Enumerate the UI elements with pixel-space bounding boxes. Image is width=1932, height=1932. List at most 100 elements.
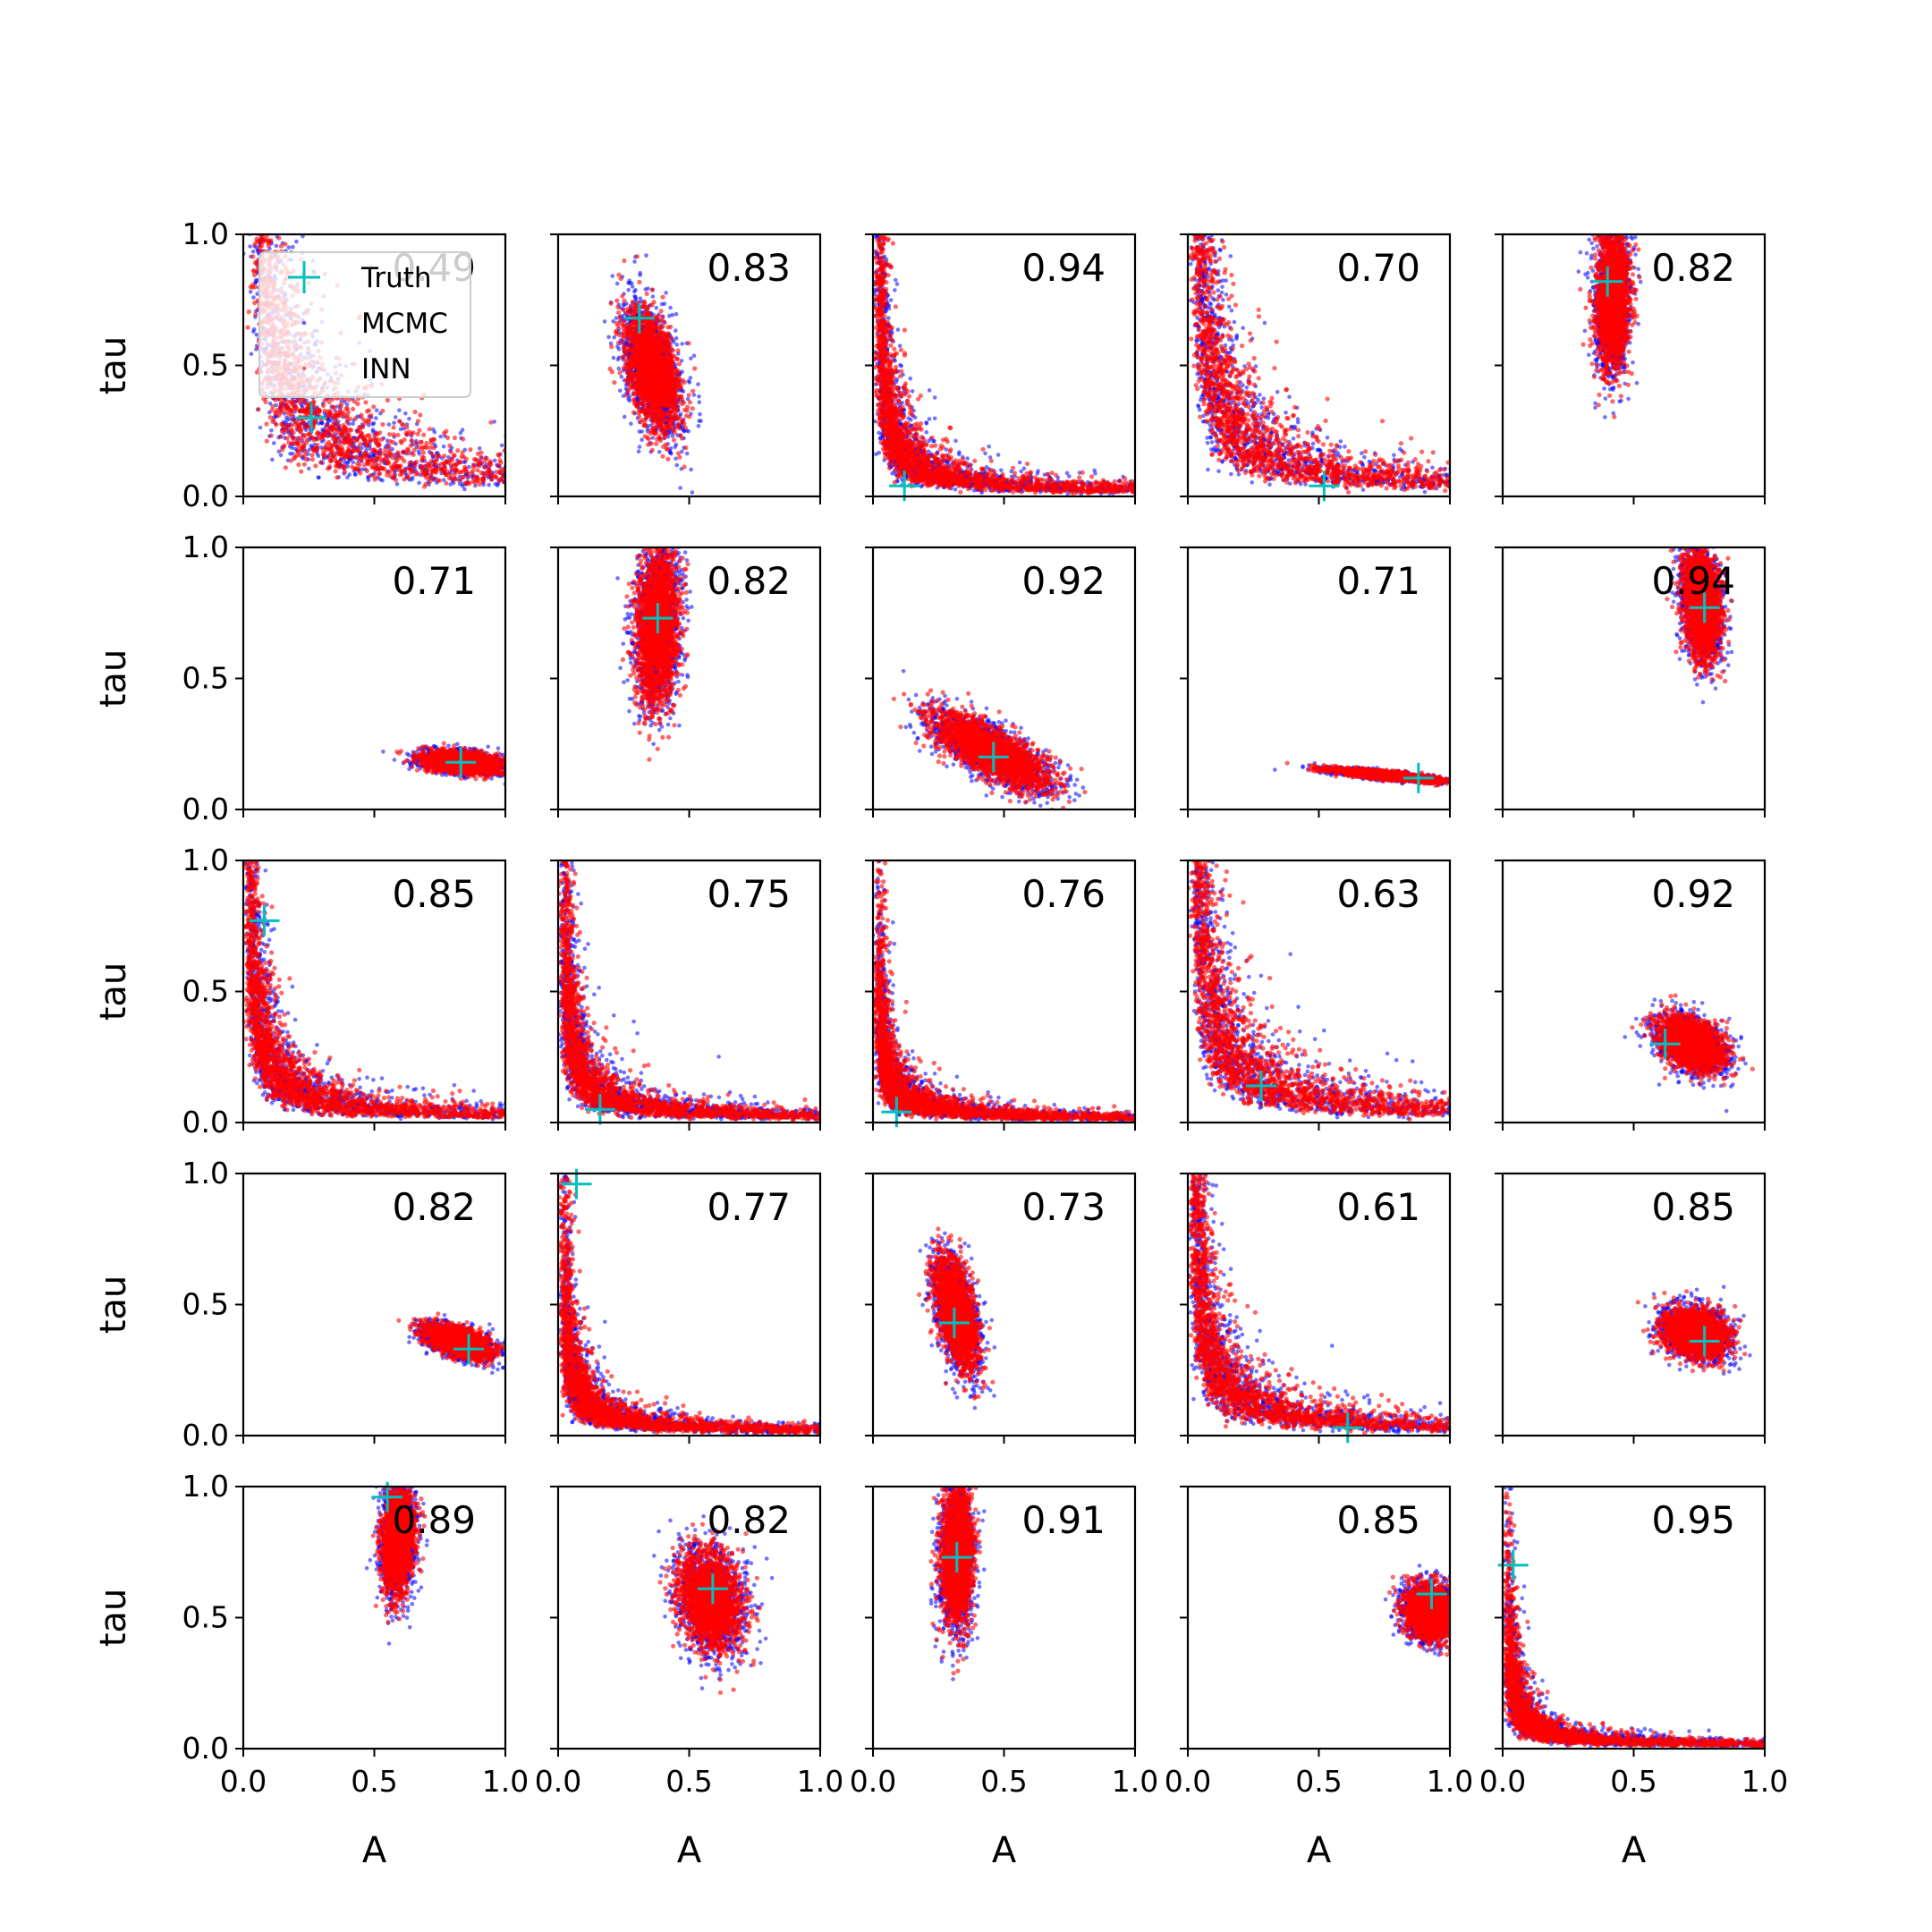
mcmc-point: [403, 411, 408, 416]
mcmc-point: [674, 343, 679, 347]
inn-point: [359, 458, 363, 462]
mcmc-point: [644, 253, 648, 258]
inn-point: [461, 450, 465, 454]
inn-point: [458, 470, 462, 474]
mcmc-point: [448, 482, 453, 487]
mcmc-point: [664, 291, 668, 295]
inn-point: [343, 425, 348, 429]
inn-point: [399, 439, 403, 444]
inn-point: [457, 478, 462, 482]
inn-point: [341, 411, 345, 415]
mcmc-point: [251, 295, 256, 300]
inn-point: [660, 314, 665, 318]
inn-point: [496, 463, 501, 468]
inn-point: [286, 423, 291, 428]
inn-point: [395, 433, 400, 437]
inn-point: [442, 453, 446, 458]
mcmc-point: [248, 244, 252, 249]
inn-point: [345, 420, 350, 425]
inn-point: [453, 436, 457, 440]
inn-point: [310, 457, 315, 462]
inn-point: [409, 444, 413, 448]
mcmc-point: [251, 250, 256, 254]
inn-point: [426, 462, 430, 466]
inn-point: [358, 442, 362, 446]
inn-point: [416, 432, 420, 436]
inn-point: [304, 407, 309, 411]
inn-point: [291, 441, 295, 445]
mcmc-point: [640, 437, 644, 442]
inn-point: [665, 457, 670, 462]
inn-point: [453, 463, 458, 468]
inn-point: [616, 341, 621, 345]
inn-point: [284, 465, 288, 470]
inn-point: [677, 422, 682, 427]
y-axis-label: tau: [93, 336, 134, 395]
inn-point: [477, 463, 481, 468]
inn-point: [384, 456, 388, 461]
mcmc-point: [632, 290, 637, 294]
mcmc-point: [617, 367, 622, 371]
inn-point: [296, 448, 301, 453]
inn-point: [327, 464, 332, 469]
inn-point: [691, 389, 695, 394]
inn-point: [365, 433, 369, 437]
mcmc-point: [307, 467, 311, 471]
inn-point: [360, 412, 364, 417]
inn-point: [622, 258, 626, 263]
mcmc-point: [638, 445, 642, 449]
inn-point: [497, 479, 502, 483]
inn-point: [370, 448, 375, 453]
inn-point: [676, 348, 681, 352]
inn-point: [692, 366, 697, 370]
inn-point: [612, 380, 616, 385]
inn-point: [645, 292, 649, 296]
mcmc-point: [442, 445, 446, 449]
inn-point: [455, 448, 460, 453]
inn-point: [402, 477, 406, 481]
mcmc-point: [674, 336, 679, 341]
inn-point: [638, 419, 642, 424]
mcmc-point: [367, 479, 371, 483]
inn-point: [331, 405, 335, 410]
inn-point: [362, 451, 367, 455]
inn-point: [298, 436, 302, 440]
mcmc-point: [606, 335, 611, 340]
inn-point: [293, 422, 298, 427]
mcmc-point: [657, 450, 662, 454]
inn-point: [352, 399, 357, 403]
mcmc-point: [438, 435, 443, 439]
inn-point: [473, 480, 478, 485]
inn-point: [374, 431, 378, 436]
mcmc-point: [272, 441, 276, 445]
inn-point: [250, 254, 255, 258]
inn-point: [444, 481, 448, 486]
inn-point: [466, 474, 470, 479]
inn-point: [385, 472, 389, 477]
inn-point: [330, 449, 335, 453]
inn-point: [413, 410, 418, 414]
inn-point: [654, 442, 658, 446]
inn-point: [358, 425, 362, 429]
inn-point: [394, 458, 399, 462]
inn-point: [380, 422, 385, 427]
inn-point: [488, 420, 493, 425]
inn-point: [274, 411, 278, 416]
inn-point: [338, 452, 343, 456]
inn-point: [369, 437, 373, 442]
mcmc-point: [616, 358, 621, 362]
mcmc-point: [258, 426, 263, 430]
inn-point: [489, 478, 494, 482]
inn-point: [447, 444, 452, 448]
inn-point: [340, 445, 344, 450]
inn-point: [421, 455, 426, 460]
inn-point: [292, 436, 297, 441]
inn-point: [683, 445, 688, 450]
inn-point: [445, 436, 450, 440]
mcmc-point: [620, 375, 624, 379]
inn-point: [255, 237, 259, 242]
inn-point: [411, 430, 416, 435]
y-tick-label: 1.0: [182, 216, 229, 251]
inn-point: [391, 465, 395, 470]
inn-point: [305, 437, 309, 442]
